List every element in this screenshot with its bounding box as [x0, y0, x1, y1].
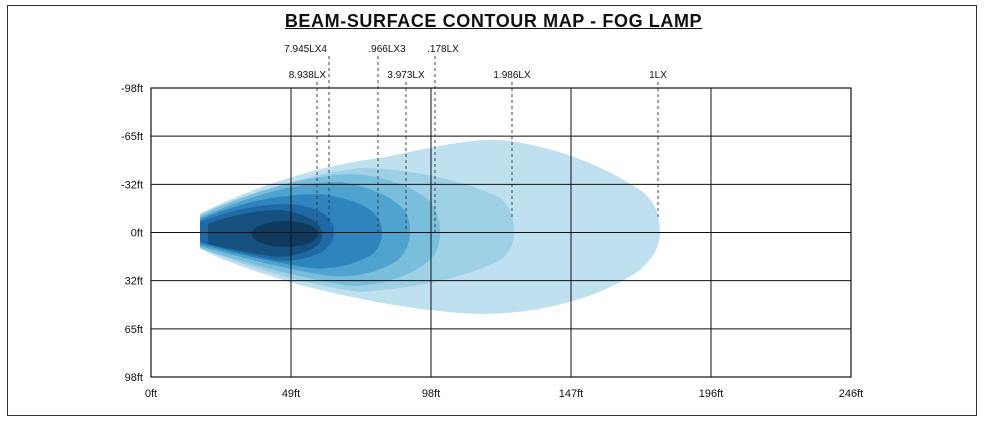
x-tick-label: 246ft	[839, 388, 863, 400]
y-tick-label: 98ft	[125, 372, 143, 384]
y-axis: -98ft -65ft -32ft 0ft 32ft 65ft 98ft	[121, 83, 143, 384]
label--966lx3: .966LX3	[368, 44, 406, 55]
x-tick-label: 0ft	[145, 388, 157, 400]
grid	[150, 87, 852, 378]
y-tick-label: 32ft	[125, 276, 143, 288]
x-tick-label: 196ft	[699, 388, 723, 400]
label-7-945lx4: 7.945LX4	[284, 44, 327, 55]
chart-frame	[7, 5, 977, 416]
contour-leaders	[316, 56, 659, 233]
y-tick-label: 65ft	[125, 324, 143, 336]
x-axis: 0ft 49ft 98ft 147ft 196ft 246ft	[145, 388, 863, 400]
y-tick-label: -32ft	[121, 179, 143, 191]
x-tick-label: 49ft	[282, 388, 300, 400]
label-1lx: 1LX	[649, 70, 667, 81]
x-tick-label: 98ft	[422, 388, 440, 400]
label-8-938lx: 8.938LX	[289, 70, 327, 81]
y-tick-label: -65ft	[121, 131, 143, 143]
label-3-973lx: 3.973LX	[387, 70, 425, 81]
x-tick-label: 147ft	[559, 388, 583, 400]
y-tick-label: -98ft	[121, 83, 143, 95]
contour-layers	[200, 139, 660, 314]
contour-core	[252, 221, 318, 247]
label--178lx: .178LX	[427, 44, 459, 55]
label-1-986lx: 1.986LX	[493, 70, 531, 81]
chart-title: BEAM-SURFACE CONTOUR MAP - FOG LAMP	[284, 11, 703, 31]
contour-labels: 1LX 1.986LX .178LX 3.973LX .966LX3 7.945LX4 8.…	[284, 44, 667, 81]
y-tick-label: 0ft	[131, 228, 143, 240]
